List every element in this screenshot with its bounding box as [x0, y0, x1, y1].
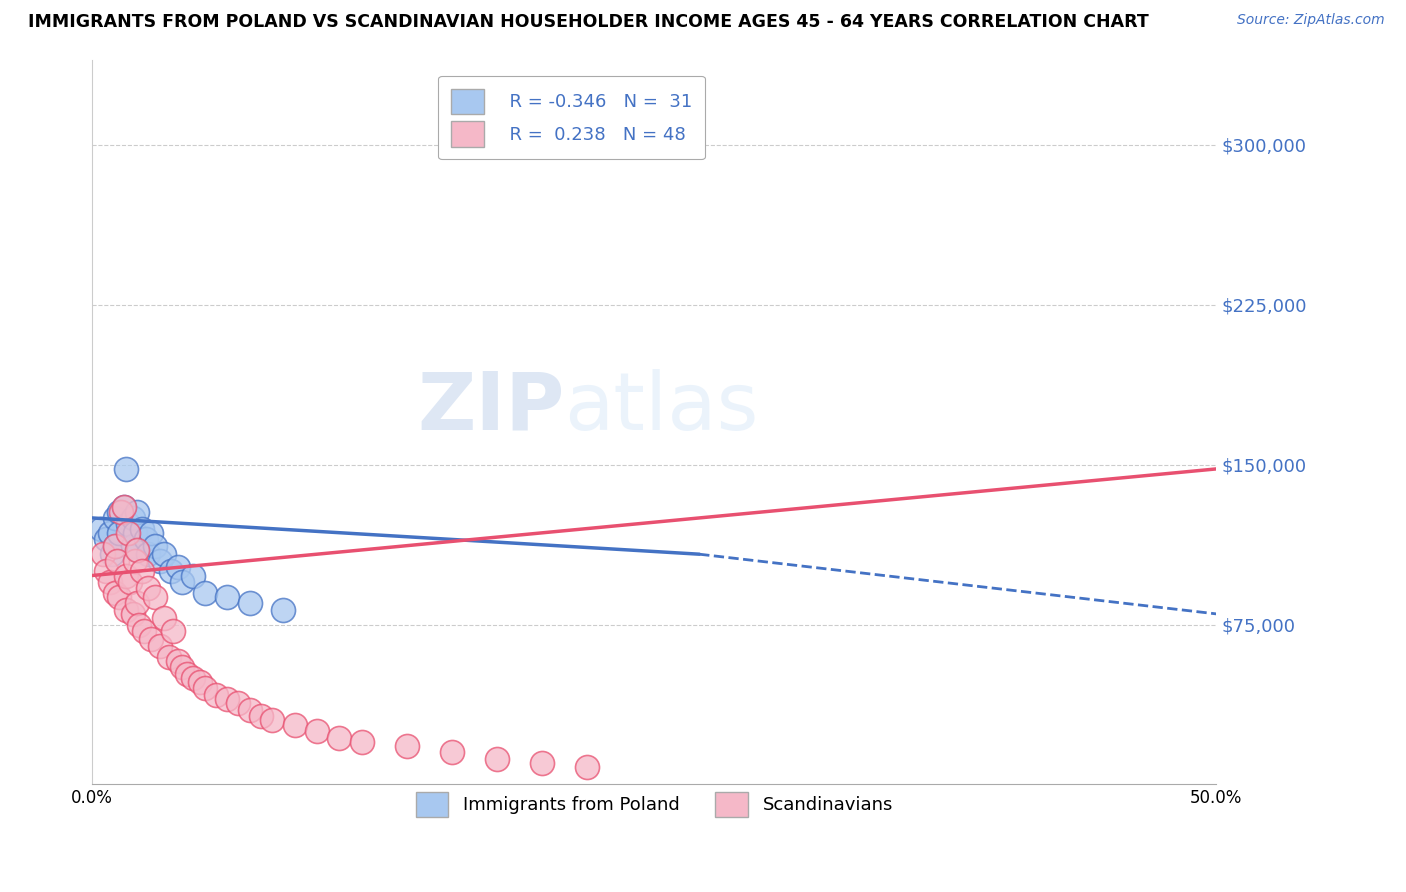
Point — [127, 504, 149, 518]
Point — [90, 522, 112, 536]
Point — [226, 697, 249, 711]
Point — [131, 522, 153, 536]
Point — [112, 500, 135, 515]
Point — [153, 611, 176, 625]
Point — [183, 671, 205, 685]
Point — [530, 756, 553, 771]
Point — [104, 539, 127, 553]
Point — [115, 568, 138, 582]
Point — [217, 692, 239, 706]
Point — [138, 582, 160, 596]
Point — [117, 525, 139, 540]
Point — [115, 462, 138, 476]
Point — [176, 666, 198, 681]
Point — [575, 760, 598, 774]
Point — [98, 574, 121, 589]
Point — [94, 533, 117, 547]
Point — [217, 590, 239, 604]
Text: ZIP: ZIP — [418, 368, 564, 447]
Point — [127, 596, 149, 610]
Point — [105, 553, 128, 567]
Point — [143, 590, 166, 604]
Point — [98, 525, 121, 540]
Point — [149, 639, 172, 653]
Text: IMMIGRANTS FROM POLAND VS SCANDINAVIAN HOUSEHOLDER INCOME AGES 45 - 64 YEARS COR: IMMIGRANTS FROM POLAND VS SCANDINAVIAN H… — [28, 13, 1149, 31]
Point — [188, 675, 211, 690]
Point — [194, 585, 217, 599]
Point — [149, 553, 172, 567]
Point — [124, 553, 146, 567]
Point — [166, 654, 188, 668]
Point — [160, 564, 183, 578]
Point — [101, 547, 124, 561]
Point — [271, 602, 294, 616]
Point — [108, 590, 131, 604]
Point — [249, 709, 271, 723]
Point — [121, 539, 143, 553]
Point — [194, 681, 217, 696]
Point — [205, 688, 228, 702]
Point — [162, 624, 184, 638]
Point — [395, 739, 418, 753]
Point — [110, 504, 132, 518]
Point — [115, 602, 138, 616]
Point — [238, 703, 260, 717]
Point — [104, 511, 127, 525]
Text: Source: ZipAtlas.com: Source: ZipAtlas.com — [1237, 13, 1385, 28]
Point — [121, 511, 143, 525]
Point — [104, 539, 127, 553]
Point — [121, 607, 143, 621]
Point — [305, 724, 328, 739]
Point — [135, 533, 157, 547]
Point — [183, 568, 205, 582]
Point — [124, 525, 146, 540]
Point — [350, 735, 373, 749]
Point — [128, 617, 150, 632]
Point — [166, 560, 188, 574]
Point — [138, 547, 160, 561]
Point — [127, 543, 149, 558]
Point — [131, 564, 153, 578]
Point — [108, 525, 131, 540]
Point — [143, 539, 166, 553]
Point — [238, 596, 260, 610]
Point — [139, 632, 162, 647]
Point — [172, 574, 194, 589]
Point — [260, 714, 283, 728]
Point — [172, 660, 194, 674]
Point — [94, 564, 117, 578]
Point — [93, 547, 115, 561]
Point — [112, 500, 135, 515]
Point — [283, 717, 305, 731]
Point — [153, 547, 176, 561]
Point — [157, 649, 180, 664]
Point — [440, 746, 463, 760]
Point — [132, 624, 155, 638]
Point — [104, 585, 127, 599]
Point — [117, 517, 139, 532]
Point — [120, 574, 142, 589]
Point — [108, 504, 131, 518]
Point — [485, 752, 508, 766]
Legend: Immigrants from Poland, Scandinavians: Immigrants from Poland, Scandinavians — [406, 782, 901, 826]
Point — [127, 543, 149, 558]
Text: atlas: atlas — [564, 368, 759, 447]
Point — [328, 731, 350, 745]
Point — [139, 525, 162, 540]
